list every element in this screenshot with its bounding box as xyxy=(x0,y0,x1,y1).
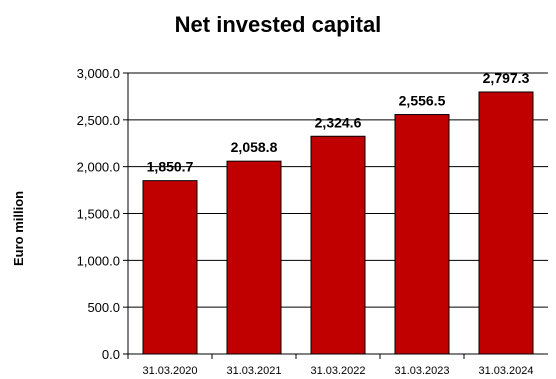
data-label: 2,058.8 xyxy=(231,139,278,155)
y-tick-label: 1,000.0 xyxy=(77,253,120,268)
data-label: 1,850.7 xyxy=(147,159,194,175)
data-label: 2,556.5 xyxy=(399,93,446,109)
y-tick-label: 2,000.0 xyxy=(77,160,120,175)
bar xyxy=(394,114,450,355)
chart-title: Net invested capital xyxy=(174,12,382,37)
x-tick-label: 31.03.2022 xyxy=(310,365,365,377)
y-tick-label: 3,000.0 xyxy=(77,66,120,81)
bars xyxy=(142,91,534,355)
bar xyxy=(310,135,366,355)
bar xyxy=(226,160,282,355)
x-tick-label: 31.03.2024 xyxy=(478,365,533,377)
y-tick-label: 1,500.0 xyxy=(77,207,120,222)
bar xyxy=(142,180,198,355)
data-label: 2,797.3 xyxy=(483,70,530,86)
x-tick-label: 31.03.2020 xyxy=(142,365,197,377)
labels: 0.0 500.0 1,000.0 1,500.0 2,000.0 2,500.0 3,00… xyxy=(77,66,534,377)
bar xyxy=(478,91,534,355)
x-tick-label: 31.03.2021 xyxy=(226,365,281,377)
y-tick-label: 2,500.0 xyxy=(77,113,120,128)
y-tick-label: 500.0 xyxy=(87,300,120,315)
data-label: 2,324.6 xyxy=(315,114,362,130)
axes xyxy=(123,72,548,359)
x-tick-label: 31.03.2023 xyxy=(394,365,449,377)
y-tick-label: 0.0 xyxy=(102,347,120,362)
